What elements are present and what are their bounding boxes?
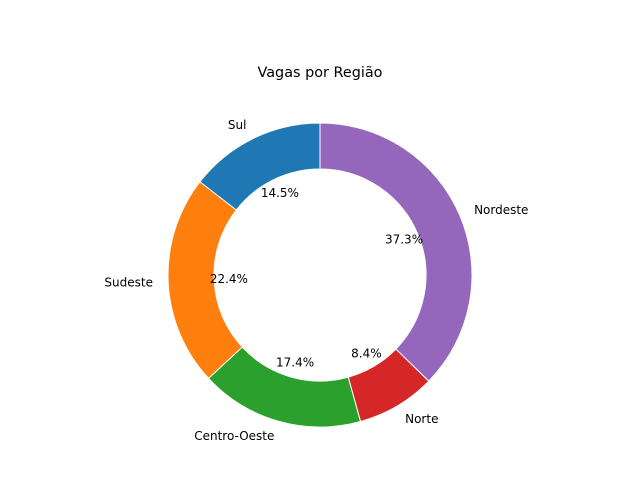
- slice-nordeste: [319, 122, 473, 382]
- category-label: Norte: [405, 412, 438, 426]
- percent-label: 22.4%: [210, 272, 248, 286]
- percent-label: 14.5%: [261, 186, 299, 200]
- slices-group: [167, 122, 473, 428]
- category-label: Sudeste: [104, 275, 153, 289]
- percent-label: 37.3%: [385, 233, 423, 247]
- percent-label: 17.4%: [276, 356, 314, 370]
- category-label: Centro-Oeste: [194, 429, 274, 443]
- labels-group: Sul 14.5% Sudeste 22.4% Centro-Oeste 17.4% Nor…: [104, 118, 528, 443]
- percent-label: 8.4%: [351, 346, 382, 360]
- category-label: Nordeste: [474, 203, 528, 217]
- chart-title: Vagas por Região: [258, 65, 383, 81]
- category-label: Sul: [228, 118, 247, 132]
